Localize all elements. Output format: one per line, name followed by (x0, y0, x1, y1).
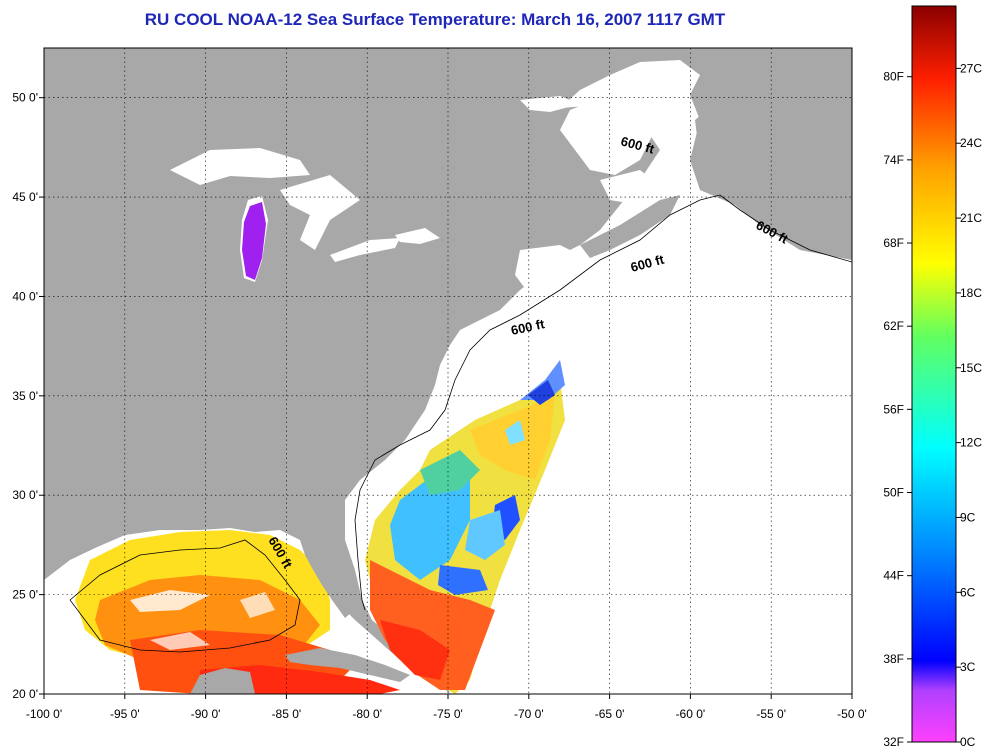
florida (300, 525, 352, 618)
colorbar-f-label: 32F (883, 735, 904, 749)
cuba (285, 648, 410, 682)
colorbar-f-label: 44F (883, 569, 904, 583)
lat-axis: 50 0' 45 0' 40 0' 35 0' 30 0' 25 0' 20 0' (12, 91, 44, 701)
lon-tick-label: -70 0' (514, 707, 544, 721)
lon-tick-label: -100 0' (26, 707, 62, 721)
map-title: RU COOL NOAA-12 Sea Surface Temperature:… (144, 10, 726, 29)
colorbar-c-label: 6C (960, 585, 976, 599)
lon-tick-label: -65 0' (595, 707, 625, 721)
contour-label: 600 ft (510, 316, 547, 338)
colorbar-c-label: 24C (960, 136, 982, 150)
colorbar-f-label: 56F (883, 402, 904, 416)
sst-swath (365, 360, 565, 694)
lat-tick-label: 50 0' (12, 91, 38, 105)
colorbar-f-label: 74F (883, 153, 904, 167)
colorbar-f-label: 62F (883, 319, 904, 333)
colorbar-f-label: 38F (883, 652, 904, 666)
lat-tick-label: 40 0' (12, 289, 38, 303)
colorbar-c-label: 15C (960, 361, 982, 375)
lat-tick-label: 20 0' (12, 687, 38, 701)
gulf-sst (75, 530, 400, 694)
gulf-st-lawrence (560, 98, 655, 175)
lat-tick-label: 30 0' (12, 488, 38, 502)
lat-tick-label: 35 0' (12, 389, 38, 403)
colorbar-f-axis: 80F 74F 68F 62F 56F 50F 44F 38F 32F (883, 70, 912, 749)
lon-tick-label: -95 0' (110, 707, 140, 721)
colorbar-f-label: 80F (883, 70, 904, 84)
colorbar-f-label: 50F (883, 486, 904, 500)
colorbar-c-label: 18C (960, 286, 982, 300)
colorbar-c-axis: 27C 24C 21C 18C 15C 12C 9C 6C 3C 0C (956, 61, 982, 749)
lake-michigan-sst (242, 202, 266, 280)
colorbar-c-label: 3C (960, 660, 976, 674)
newfoundland (695, 75, 790, 185)
colorbar-f-label: 68F (883, 236, 904, 250)
colorbar-c-label: 21C (960, 211, 982, 225)
colorbar-c-label: 0C (960, 735, 976, 749)
colorbar-c-label: 27C (960, 61, 982, 75)
lat-tick-label: 25 0' (12, 588, 38, 602)
lon-tick-label: -80 0' (352, 707, 382, 721)
colorbar (911, 5, 957, 743)
depth-contours (69, 194, 852, 653)
lon-tick-label: -90 0' (191, 707, 221, 721)
lon-tick-label: -50 0' (837, 707, 867, 721)
lon-axis: -100 0' -95 0' -90 0' -85 0' -80 0' -75 0' -70… (26, 694, 867, 721)
colorbar-c-label: 12C (960, 436, 982, 450)
yucatan (190, 668, 255, 694)
lon-tick-label: -55 0' (756, 707, 786, 721)
lon-tick-label: -75 0' (433, 707, 463, 721)
nova-scotia (580, 195, 680, 258)
lon-tick-label: -85 0' (272, 707, 302, 721)
colorbar-c-label: 9C (960, 510, 976, 524)
lon-tick-label: -60 0' (676, 707, 706, 721)
lat-tick-label: 45 0' (12, 190, 38, 204)
